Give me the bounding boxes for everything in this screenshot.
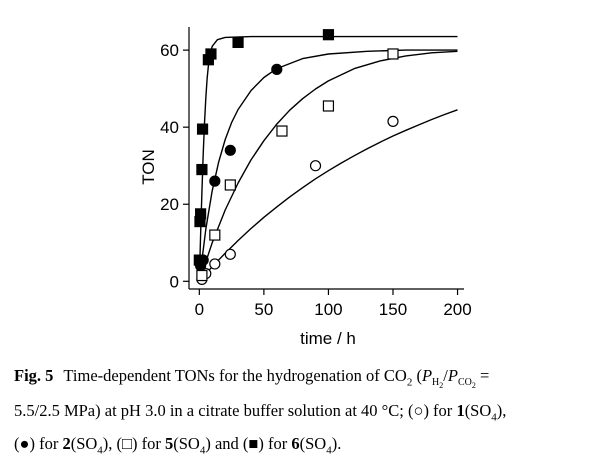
data-point-filled-square (193, 254, 205, 266)
caption-text-c: = (475, 366, 490, 385)
data-point-open-circle (209, 258, 221, 270)
caption-text-a: Time-dependent TONs for the hydrogenatio… (63, 366, 407, 385)
fit-curves (198, 35, 458, 282)
fit-curve-1 (198, 109, 458, 282)
caption-c5-suffix: (SO (173, 433, 200, 453)
data-point-open-square (196, 269, 208, 282)
caption-c2-end: ), (□) for (102, 433, 165, 453)
data-point-filled-square (232, 36, 244, 49)
data-point-open-circle (309, 160, 322, 172)
caption-c2-suffix: (SO (70, 433, 98, 453)
data-point-filled-square (195, 208, 207, 220)
data-point-filled-circle (209, 175, 221, 187)
plot-frame (188, 27, 464, 290)
caption-c1-suffix: (SO (464, 401, 492, 421)
data-point-filled-square (196, 123, 209, 135)
caption-text-e: (●) for (14, 433, 63, 453)
data-point-open-square (322, 100, 335, 112)
data-point-open-square (276, 125, 288, 137)
data-point-open-square (387, 48, 399, 60)
fit-curve-2 (198, 49, 458, 282)
caption-p-h2: P (421, 366, 433, 385)
caption-c5-end: ) and (■) for (205, 433, 292, 453)
caption-sub-co2-a: CO (457, 377, 472, 389)
caption-sub-h2-a: H (432, 377, 440, 389)
caption-sub-co2: CO2 (457, 377, 476, 391)
x-tick-label: 150 (379, 300, 407, 319)
caption-c5: 5 (165, 433, 174, 453)
x-tick-label: 50 (254, 300, 273, 319)
data-point-open-square (209, 229, 221, 241)
x-tick-label: 200 (443, 300, 471, 319)
y-tick-label: 60 (160, 41, 179, 60)
caption-label: Fig. 5 (14, 366, 54, 385)
figure: 0 20 40 60 0 50 100 150 200 time / h TON Fig. 5 T… (14, 27, 506, 456)
x-axis-label: time / h (300, 329, 356, 348)
caption-c6-sub: 4 (326, 443, 332, 456)
data-point-filled-circle (224, 144, 236, 156)
y-tick-label: 20 (160, 195, 179, 214)
caption-c2: 2 (62, 433, 71, 453)
fit-curve-4 (198, 35, 458, 282)
caption-c6-end: ). (331, 433, 342, 453)
chart: 0 20 40 60 0 50 100 150 200 time / h TON (139, 27, 472, 348)
data-point-filled-square (196, 163, 208, 176)
caption-sub-h2-b: 2 (439, 381, 444, 391)
caption-c6-suffix: (SO (299, 433, 327, 453)
y-tick-label: 40 (160, 118, 179, 137)
caption-c1-sub: 4 (491, 411, 497, 424)
caption-text-b: ( (412, 366, 422, 385)
caption-c6: 6 (291, 433, 300, 453)
data-point-open-circle (387, 115, 399, 127)
data-markers (193, 29, 399, 285)
data-point-open-square (224, 179, 236, 191)
data-point-filled-square (322, 29, 335, 41)
x-tick-label: 100 (314, 300, 342, 319)
caption-p-co2: P (447, 366, 458, 385)
caption-sub-h2: H2 (432, 377, 444, 391)
figure-caption: Fig. 5 Time-dependent TONs for the hydrog… (14, 363, 594, 463)
data-point-filled-square (205, 48, 217, 60)
caption-text-d: 5.5/2.5 MPa) at pH 3.0 in a citrate buff… (14, 401, 457, 421)
caption-c1: 1 (456, 401, 465, 421)
data-point-filled-circle (271, 63, 283, 75)
caption-slash: / (443, 366, 448, 385)
caption-c2-sub: 4 (97, 443, 103, 456)
y-tick-label: 0 (170, 272, 179, 291)
caption-c5-sub: 4 (199, 443, 206, 456)
y-axis-label: TON (139, 149, 158, 185)
caption-sub-co2-b: 2 (471, 381, 476, 391)
data-point-open-circle (224, 248, 236, 260)
axis-ticks: 0 20 40 60 0 50 100 150 200 (160, 41, 472, 319)
caption-sub: 2 (406, 376, 413, 389)
x-tick-label: 0 (195, 300, 204, 319)
fit-curve-3 (198, 50, 458, 282)
caption-c1-end: ), (496, 401, 507, 421)
